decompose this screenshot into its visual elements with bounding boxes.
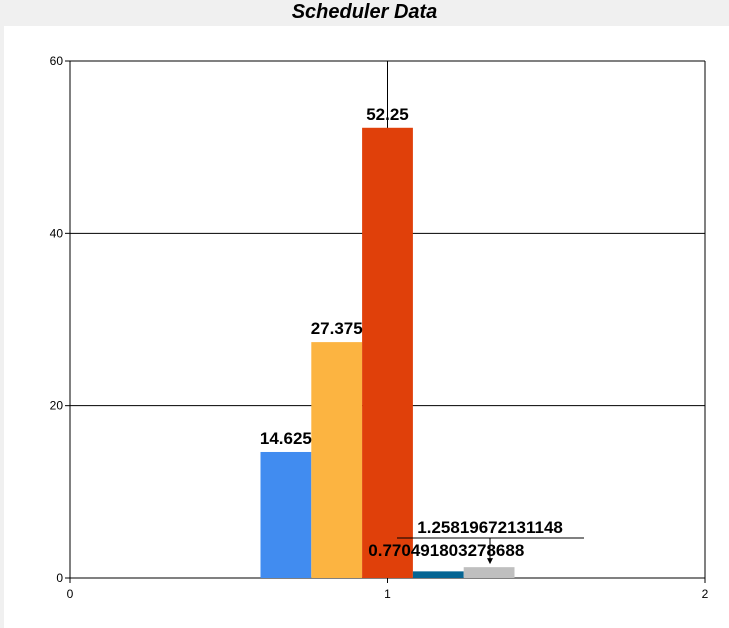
data-label: 52.25: [366, 105, 409, 124]
y-tick-label: 60: [50, 54, 64, 68]
data-label: 1.25819672131148: [417, 518, 563, 537]
bar-series-4: [412, 571, 464, 578]
data-label: 14.625: [260, 429, 312, 448]
bar-series-3: [362, 127, 413, 578]
x-tick-label: 2: [702, 587, 709, 601]
data-label: 0.770491803278688: [368, 541, 524, 560]
data-label: 27.375: [311, 319, 363, 338]
y-tick-label: 20: [50, 399, 64, 413]
x-tick-label: 1: [384, 587, 391, 601]
bar-series-5: [463, 567, 515, 578]
leader-arrow: [487, 558, 493, 565]
y-tick-label: 40: [50, 226, 64, 240]
x-tick-label: 0: [67, 587, 74, 601]
bar-series-1: [260, 451, 312, 578]
bar-series-2: [311, 342, 363, 578]
y-tick-label: 0: [56, 571, 63, 585]
chart-title: Scheduler Data: [291, 1, 438, 23]
